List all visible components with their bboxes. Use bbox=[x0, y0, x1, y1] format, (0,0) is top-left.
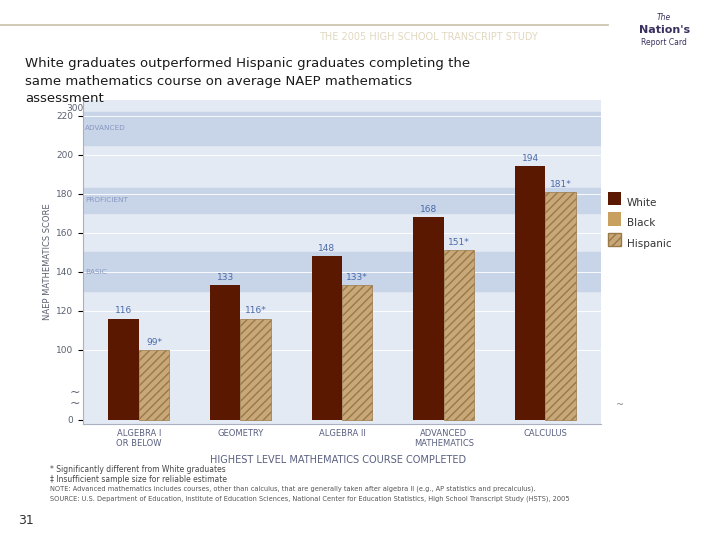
Text: White: White bbox=[627, 198, 657, 207]
Text: 151*: 151* bbox=[448, 238, 469, 247]
Bar bbox=[108, 319, 139, 420]
Text: 133*: 133* bbox=[346, 273, 368, 282]
Text: NOTE: Advanced mathematics includes courses, other than calculus, that are gener: NOTE: Advanced mathematics includes cour… bbox=[50, 486, 536, 492]
Text: White graduates outperformed Hispanic graduates completing the: White graduates outperformed Hispanic gr… bbox=[25, 57, 470, 70]
Text: 181*: 181* bbox=[549, 179, 572, 188]
Text: 116*: 116* bbox=[245, 306, 266, 315]
Text: * Significantly different from White graduates: * Significantly different from White gra… bbox=[50, 465, 226, 475]
Bar bbox=[210, 285, 240, 420]
Text: Black: Black bbox=[627, 218, 655, 228]
Text: ‡ Insufficient sample size for reliable estimate: ‡ Insufficient sample size for reliable … bbox=[50, 475, 228, 484]
Text: PROFICIENT: PROFICIENT bbox=[85, 198, 127, 204]
Text: 99*: 99* bbox=[146, 339, 162, 347]
Bar bbox=[312, 256, 342, 420]
Bar bbox=[545, 192, 576, 420]
Text: ~: ~ bbox=[69, 386, 80, 399]
Text: ADVANCED: ADVANCED bbox=[85, 125, 125, 131]
Bar bbox=[83, 112, 601, 145]
Text: Hispanic: Hispanic bbox=[627, 239, 672, 248]
Text: assessment: assessment bbox=[25, 92, 104, 105]
Text: ~: ~ bbox=[616, 400, 624, 410]
Text: 116: 116 bbox=[114, 306, 132, 315]
Text: 300: 300 bbox=[66, 104, 84, 113]
Bar bbox=[83, 188, 601, 213]
Bar bbox=[444, 250, 474, 420]
Bar bbox=[240, 319, 271, 420]
Text: The: The bbox=[657, 14, 671, 23]
Text: same mathematics course on average NAEP mathematics: same mathematics course on average NAEP … bbox=[25, 75, 413, 87]
Text: 168: 168 bbox=[420, 205, 437, 214]
Text: 148: 148 bbox=[318, 244, 336, 253]
Y-axis label: NAEP MATHEMATICS SCORE: NAEP MATHEMATICS SCORE bbox=[42, 204, 52, 320]
Text: THE 2005 HIGH SCHOOL TRANSCRIPT STUDY: THE 2005 HIGH SCHOOL TRANSCRIPT STUDY bbox=[319, 32, 538, 42]
Text: Nation's: Nation's bbox=[639, 25, 690, 35]
Text: 31: 31 bbox=[18, 514, 34, 526]
Bar bbox=[515, 166, 545, 420]
Bar bbox=[413, 217, 444, 420]
Text: 194: 194 bbox=[521, 154, 539, 163]
Bar bbox=[139, 350, 169, 420]
Text: 133: 133 bbox=[217, 273, 234, 282]
Bar bbox=[83, 252, 601, 291]
Text: Report Card: Report Card bbox=[642, 38, 687, 46]
Text: ~: ~ bbox=[69, 397, 80, 410]
Bar bbox=[342, 285, 372, 420]
Text: BASIC: BASIC bbox=[85, 269, 107, 275]
Text: HIGHEST LEVEL MATHEMATICS COURSE COMPLETED: HIGHEST LEVEL MATHEMATICS COURSE COMPLET… bbox=[210, 455, 467, 465]
Text: SOURCE: U.S. Department of Education, Institute of Education Sciences, National : SOURCE: U.S. Department of Education, In… bbox=[50, 496, 570, 502]
